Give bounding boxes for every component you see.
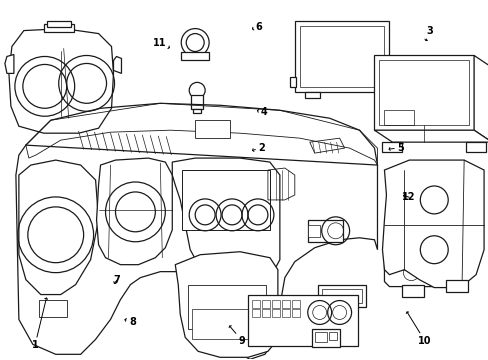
Circle shape (186, 33, 203, 51)
Polygon shape (175, 252, 277, 357)
Bar (182, 170, 269, 230)
Polygon shape (384, 260, 438, 287)
Bar (289, 77, 295, 87)
Polygon shape (16, 145, 377, 359)
Bar (251, 310, 260, 318)
Polygon shape (172, 158, 279, 285)
Bar (291, 310, 299, 318)
Text: 7: 7 (113, 275, 120, 285)
Bar (402, 285, 424, 297)
Bar (247, 294, 357, 346)
Bar (281, 300, 289, 307)
Circle shape (181, 28, 209, 57)
Bar (304, 92, 319, 98)
Bar (191, 95, 203, 109)
Bar (328, 332, 336, 340)
Bar (192, 310, 262, 339)
Circle shape (189, 82, 205, 98)
Bar (281, 310, 289, 318)
Bar (321, 289, 361, 302)
Polygon shape (473, 55, 488, 142)
Bar (262, 300, 269, 307)
Bar (299, 26, 384, 87)
Polygon shape (96, 158, 172, 265)
Bar (47, 21, 71, 27)
Polygon shape (388, 197, 482, 205)
Text: 5: 5 (388, 143, 403, 153)
Text: 3: 3 (424, 26, 432, 41)
Bar (193, 109, 201, 113)
Bar (392, 208, 467, 240)
Bar (181, 53, 209, 60)
Bar (39, 300, 66, 318)
Bar (307, 225, 319, 237)
Bar (388, 205, 470, 243)
Polygon shape (5, 54, 14, 73)
Bar (374, 55, 473, 130)
Polygon shape (9, 28, 113, 133)
Text: 1: 1 (32, 298, 47, 350)
Polygon shape (19, 160, 99, 294)
Bar (387, 77, 394, 87)
Bar (291, 300, 299, 307)
Bar (271, 310, 279, 318)
Bar (294, 21, 388, 92)
Polygon shape (374, 130, 488, 142)
Bar (44, 24, 74, 32)
Text: 4: 4 (257, 107, 267, 117)
Bar (251, 300, 260, 307)
Bar (382, 142, 402, 152)
Bar (271, 300, 279, 307)
Text: 11: 11 (152, 38, 169, 49)
Bar (384, 110, 413, 125)
Polygon shape (113, 57, 121, 73)
Bar (446, 280, 467, 292)
Bar (379, 60, 468, 125)
Text: 2: 2 (252, 143, 264, 153)
Text: 6: 6 (252, 22, 262, 32)
Bar (465, 142, 485, 152)
Polygon shape (382, 160, 483, 288)
Text: 10: 10 (406, 312, 430, 346)
Bar (307, 220, 342, 242)
Bar (317, 285, 365, 306)
Bar (311, 329, 339, 347)
Bar (188, 285, 265, 329)
Bar (262, 310, 269, 318)
Text: 9: 9 (229, 326, 245, 346)
Text: 8: 8 (125, 317, 136, 327)
Bar (195, 120, 229, 138)
Text: 12: 12 (402, 192, 415, 202)
Bar (314, 332, 326, 342)
